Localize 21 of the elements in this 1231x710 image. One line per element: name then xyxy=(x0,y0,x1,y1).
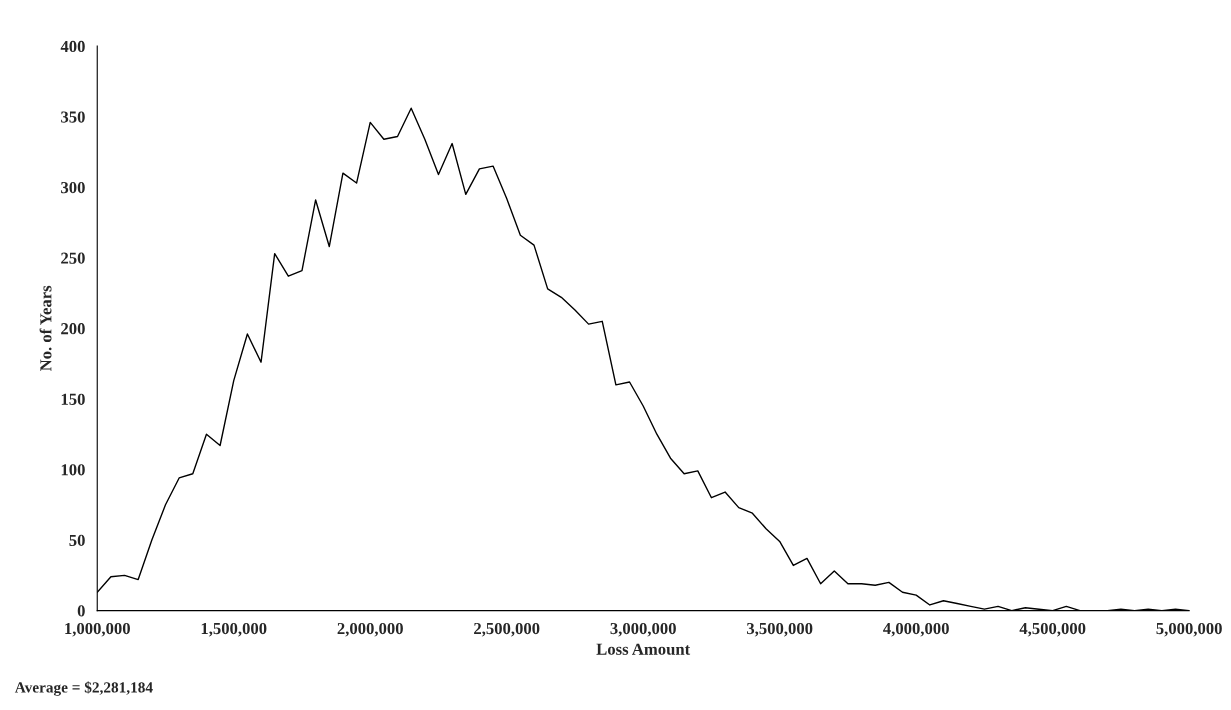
x-tick-label: 2,500,000 xyxy=(474,622,540,637)
y-tick-label: 0 xyxy=(77,605,85,617)
y-axis-title: No. of Years xyxy=(39,285,52,372)
x-tick-label: 4,500,000 xyxy=(1019,622,1086,637)
text: Average = $2,281,184 xyxy=(14,681,153,696)
x-tick-label: 1,000,000 xyxy=(65,622,130,637)
x-tick-label: 3,000,000 xyxy=(610,622,676,637)
y-tick-label: 100 xyxy=(61,464,85,476)
y-tick-label: 50 xyxy=(69,534,85,546)
y-tick-label: 250 xyxy=(61,252,85,264)
y-tick-label: 200 xyxy=(61,323,85,335)
x-tick-label: 1,500,000 xyxy=(201,622,267,637)
x-tick-label: 4,000,000 xyxy=(883,622,949,637)
x-tick-label: 3,500,000 xyxy=(746,622,813,637)
y-tick-label: 150 xyxy=(61,393,85,405)
y-tick-label: 400 xyxy=(60,40,85,53)
x-tick-label: 2,000,000 xyxy=(337,622,403,637)
x-tick-label: 5,000,000 xyxy=(1156,622,1222,637)
y-tick-label: 300 xyxy=(61,181,85,194)
y-tick-label: 350 xyxy=(61,111,85,123)
x-axis-title: Loss Amount xyxy=(596,643,691,655)
